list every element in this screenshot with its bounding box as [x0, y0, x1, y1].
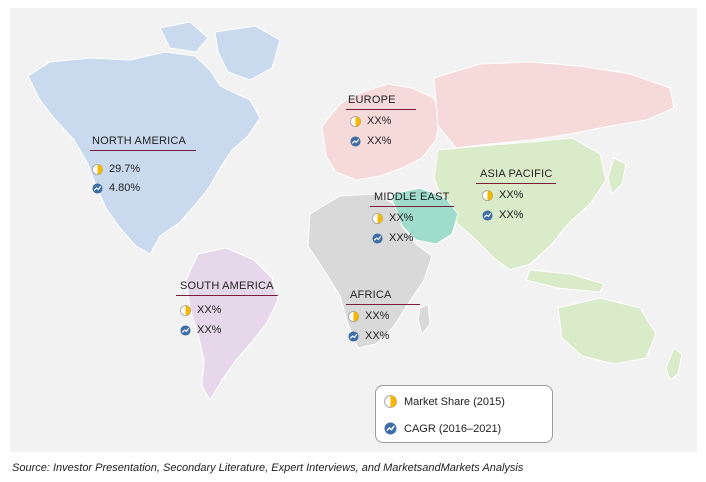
trend-up-icon [348, 330, 359, 342]
europe-region [321, 83, 441, 181]
map-legend: Market Share (2015) CAGR (2016–2021) [375, 385, 553, 443]
middle-east-market-share: XX% [372, 212, 413, 224]
legend-cagr-label: CAGR (2016–2021) [404, 422, 502, 435]
north-asia-shape [433, 61, 675, 149]
europe-label: EUROPE [348, 94, 396, 106]
europe-underline [346, 109, 416, 110]
north-america-region [27, 51, 261, 255]
asia-pacific-market-share-value: XX% [499, 189, 524, 201]
south-america-market-share-value: XX% [197, 304, 222, 316]
pie-chart-icon [348, 310, 359, 322]
north-america-label: NORTH AMERICA [92, 135, 187, 147]
south-america-underline [176, 295, 278, 296]
africa-market-share-value: XX% [365, 310, 390, 322]
africa-cagr: XX% [348, 330, 389, 342]
pie-chart-icon [180, 304, 191, 316]
north-america-underline [90, 150, 196, 151]
greenland-shape [214, 25, 281, 81]
source-note: Source: Investor Presentation, Secondary… [12, 462, 524, 474]
world-map-panel: NORTH AMERICA 29.7% 4.80% EUROPE XX% XX%… [10, 8, 697, 452]
trend-up-icon [372, 232, 383, 244]
canada-islands-shape [159, 21, 209, 53]
middle-east-cagr: XX% [372, 232, 413, 244]
europe-market-share-value: XX% [367, 115, 392, 127]
asia-pacific-market-share: XX% [482, 189, 523, 201]
europe-cagr-value: XX% [367, 135, 392, 147]
asia-pacific-cagr-value: XX% [499, 209, 524, 221]
pie-chart-icon [482, 189, 493, 201]
pie-chart-icon [372, 212, 383, 224]
madagascar-shape [417, 303, 431, 336]
middle-east-cagr-value: XX% [389, 232, 414, 244]
europe-market-share: XX% [350, 115, 391, 127]
trend-up-icon [350, 135, 361, 147]
legend-cagr: CAGR (2016–2021) [384, 422, 501, 435]
north-america-market-share-value: 29.7% [109, 163, 141, 175]
south-america-region [185, 247, 279, 401]
africa-underline [346, 304, 420, 305]
pie-chart-icon [384, 395, 397, 408]
africa-label: AFRICA [350, 289, 392, 301]
asia-pacific-label: ASIA PACIFIC [480, 168, 553, 180]
europe-cagr: XX% [350, 135, 391, 147]
indonesia-shape [525, 269, 605, 293]
asia-pacific-cagr: XX% [482, 209, 523, 221]
africa-market-share: XX% [348, 310, 389, 322]
south-america-cagr: XX% [180, 324, 221, 336]
asia-pacific-underline [476, 183, 556, 184]
australia-shape [557, 297, 657, 365]
japan-shape [607, 157, 627, 195]
north-america-market-share: 29.7% [92, 163, 140, 175]
new-zealand-shape [665, 347, 683, 381]
middle-east-underline [370, 206, 454, 207]
pie-chart-icon [92, 163, 103, 175]
africa-cagr-value: XX% [365, 330, 390, 342]
north-america-cagr: 4.80% [92, 182, 140, 194]
legend-market-share-label: Market Share (2015) [404, 395, 505, 408]
trend-up-icon [482, 209, 493, 221]
south-america-cagr-value: XX% [197, 324, 222, 336]
south-america-label: SOUTH AMERICA [180, 280, 274, 292]
legend-market-share: Market Share (2015) [384, 395, 505, 408]
pie-chart-icon [350, 115, 361, 127]
south-america-market-share: XX% [180, 304, 221, 316]
trend-up-icon [180, 324, 191, 336]
middle-east-market-share-value: XX% [389, 212, 414, 224]
north-america-cagr-value: 4.80% [109, 182, 141, 194]
middle-east-label: MIDDLE EAST [374, 191, 450, 203]
trend-up-icon [92, 182, 103, 194]
trend-up-icon [384, 422, 397, 435]
world-map [27, 21, 683, 401]
asia-pacific-region [433, 137, 607, 271]
